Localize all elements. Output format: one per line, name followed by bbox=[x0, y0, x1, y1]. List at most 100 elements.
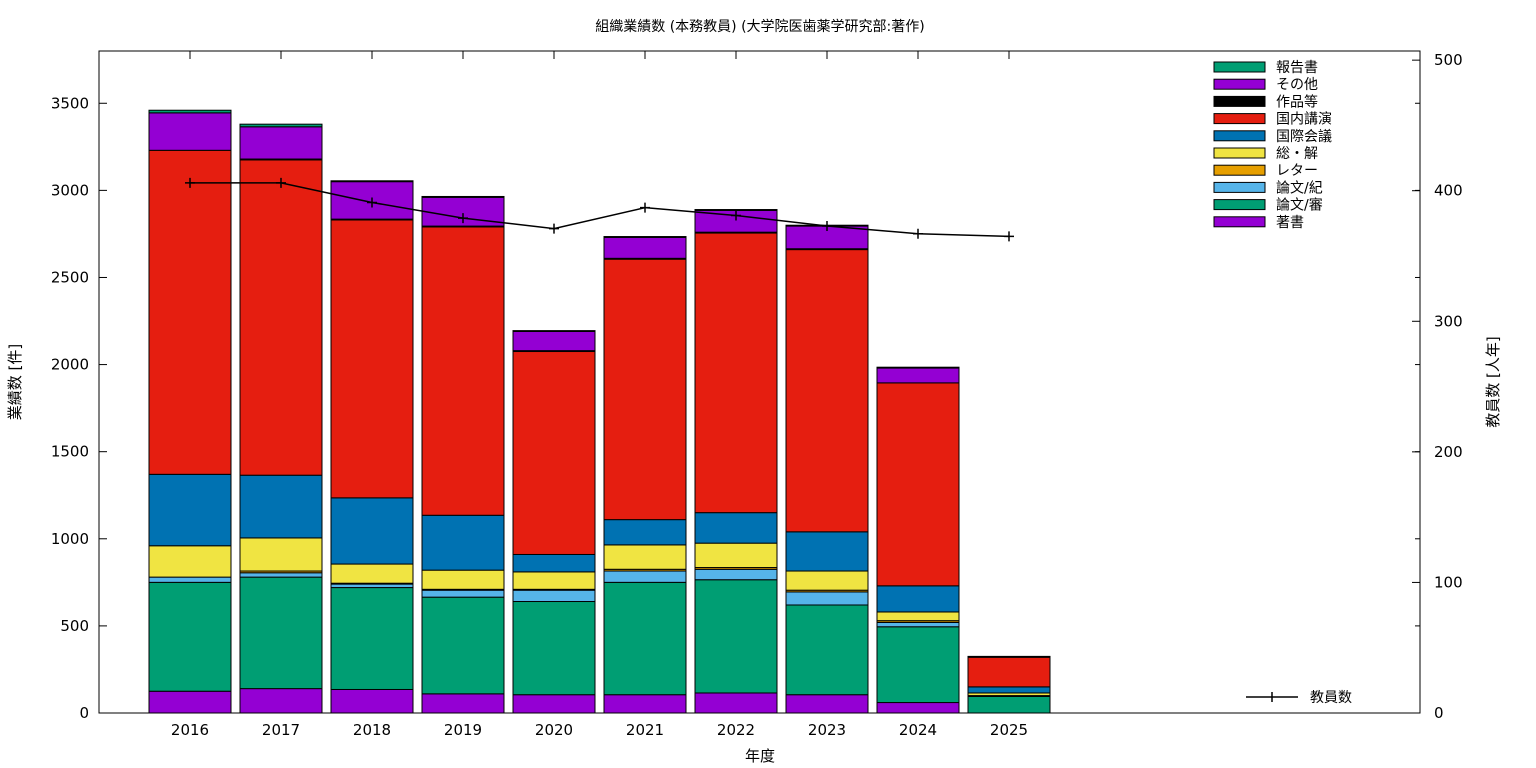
plot-area: 0 500 1000 1500 2000 2500 3000 3500 0 100 200 300 40… bbox=[51, 50, 1463, 739]
y-tick-label: 3500 bbox=[51, 94, 89, 112]
bar-segment bbox=[330, 583, 414, 589]
bar-segment bbox=[876, 621, 960, 628]
legend-label: 作品等 bbox=[1276, 93, 1318, 110]
legend-swatch bbox=[1213, 113, 1266, 125]
bar-segment bbox=[603, 258, 687, 521]
bar-segment bbox=[694, 692, 778, 714]
line-point bbox=[458, 213, 468, 224]
y2-tick-label: 400 bbox=[1434, 182, 1463, 200]
bar-segment bbox=[239, 126, 323, 160]
x-tick-label: 2021 bbox=[626, 721, 664, 739]
bar-segment bbox=[239, 159, 323, 476]
x-tick-label: 2023 bbox=[808, 721, 846, 739]
legend-label: 国内講演 bbox=[1276, 112, 1332, 128]
line-point bbox=[640, 202, 650, 213]
legend-line-label: 教員数 bbox=[1310, 690, 1352, 706]
bar-segment bbox=[239, 123, 323, 128]
y2-tick-label: 500 bbox=[1434, 51, 1463, 69]
legend-swatch bbox=[1213, 130, 1266, 142]
bar-segment bbox=[421, 693, 505, 714]
bar-segment bbox=[785, 591, 869, 606]
line-point bbox=[822, 220, 832, 231]
bar-segment bbox=[421, 195, 505, 198]
bar-segment bbox=[330, 219, 414, 499]
line-point bbox=[276, 177, 286, 188]
legend-label: 報告書 bbox=[1276, 60, 1318, 76]
bar-segment bbox=[876, 702, 960, 714]
y-tick-label: 1000 bbox=[51, 530, 89, 548]
bar-segment bbox=[876, 585, 960, 613]
bar-segment bbox=[785, 604, 869, 696]
bar-segment bbox=[330, 563, 414, 584]
x-tick-label: 2025 bbox=[990, 721, 1028, 739]
y-tick-label: 1500 bbox=[51, 443, 89, 461]
legend-label: 論文/審 bbox=[1276, 198, 1323, 214]
bar-segment bbox=[330, 180, 414, 183]
bar-segment bbox=[421, 569, 505, 590]
bar-segment bbox=[330, 688, 414, 714]
bar-segment bbox=[876, 366, 960, 369]
bar-segment bbox=[148, 581, 232, 692]
bar-segment bbox=[785, 249, 869, 533]
legend-label: 著書 bbox=[1276, 215, 1304, 231]
bar-segment bbox=[512, 571, 596, 590]
y2-tick-label: 300 bbox=[1434, 312, 1463, 330]
line-series-faculty bbox=[190, 182, 1010, 238]
bar-segment bbox=[603, 236, 687, 238]
y-tick-label: 2500 bbox=[51, 268, 89, 286]
bar-segment bbox=[239, 572, 323, 578]
bar-segment bbox=[694, 568, 778, 581]
y-axis-label: 業績数 [件] bbox=[6, 344, 24, 420]
bar-segment bbox=[421, 514, 505, 571]
bar-segment bbox=[603, 570, 687, 583]
bar-segment bbox=[603, 581, 687, 696]
bar-segment bbox=[694, 512, 778, 544]
x-tick-label: 2017 bbox=[262, 721, 300, 739]
legend-swatch bbox=[1213, 181, 1266, 193]
y-tick-label: 0 bbox=[79, 704, 89, 722]
x-tick-label: 2020 bbox=[535, 721, 573, 739]
legend-swatch bbox=[1213, 95, 1266, 107]
chart-title: 組織業績数 (本務教員) (大学院医歯薬学研究部:著作) bbox=[595, 19, 924, 35]
bar-segment bbox=[239, 474, 323, 539]
bar-segment bbox=[603, 694, 687, 714]
legend-swatch bbox=[1213, 199, 1266, 211]
bar-segment bbox=[512, 694, 596, 714]
legend-label: レター bbox=[1276, 163, 1318, 179]
bar-segment bbox=[967, 695, 1051, 714]
x-tick-label: 2018 bbox=[353, 721, 391, 739]
bar-segment bbox=[785, 531, 869, 572]
bar-segment bbox=[148, 149, 232, 475]
bar-segment bbox=[512, 330, 596, 352]
bar-segment bbox=[603, 519, 687, 546]
x-tick-label: 2019 bbox=[444, 721, 482, 739]
y-tick-label: 2000 bbox=[51, 356, 89, 374]
bar-segment bbox=[967, 656, 1051, 688]
bar-segment bbox=[512, 351, 596, 555]
legend-swatch bbox=[1213, 147, 1266, 159]
bar-segment bbox=[603, 544, 687, 570]
bar-segment bbox=[148, 109, 232, 114]
legend-label: その他 bbox=[1276, 77, 1318, 93]
bar-segment bbox=[876, 382, 960, 587]
bar-segment bbox=[967, 655, 1051, 658]
bar-segment bbox=[148, 576, 232, 583]
bar-segment bbox=[512, 330, 596, 332]
y2-tick-label: 100 bbox=[1434, 573, 1463, 591]
bar-segment bbox=[330, 497, 414, 565]
bar-segment bbox=[148, 690, 232, 714]
line-point bbox=[549, 223, 559, 234]
legend-swatch bbox=[1213, 216, 1266, 228]
line-point bbox=[731, 210, 741, 221]
bar-segment bbox=[694, 542, 778, 569]
bar-segment bbox=[694, 579, 778, 694]
y-tick-label: 500 bbox=[60, 617, 89, 635]
x-axis-label: 年度 bbox=[745, 747, 775, 765]
bar-segment bbox=[148, 112, 232, 151]
y2-tick-label: 0 bbox=[1434, 704, 1444, 722]
x-tick-label: 2024 bbox=[899, 721, 937, 739]
legend-swatch bbox=[1213, 61, 1266, 73]
bar-segment bbox=[239, 576, 323, 690]
